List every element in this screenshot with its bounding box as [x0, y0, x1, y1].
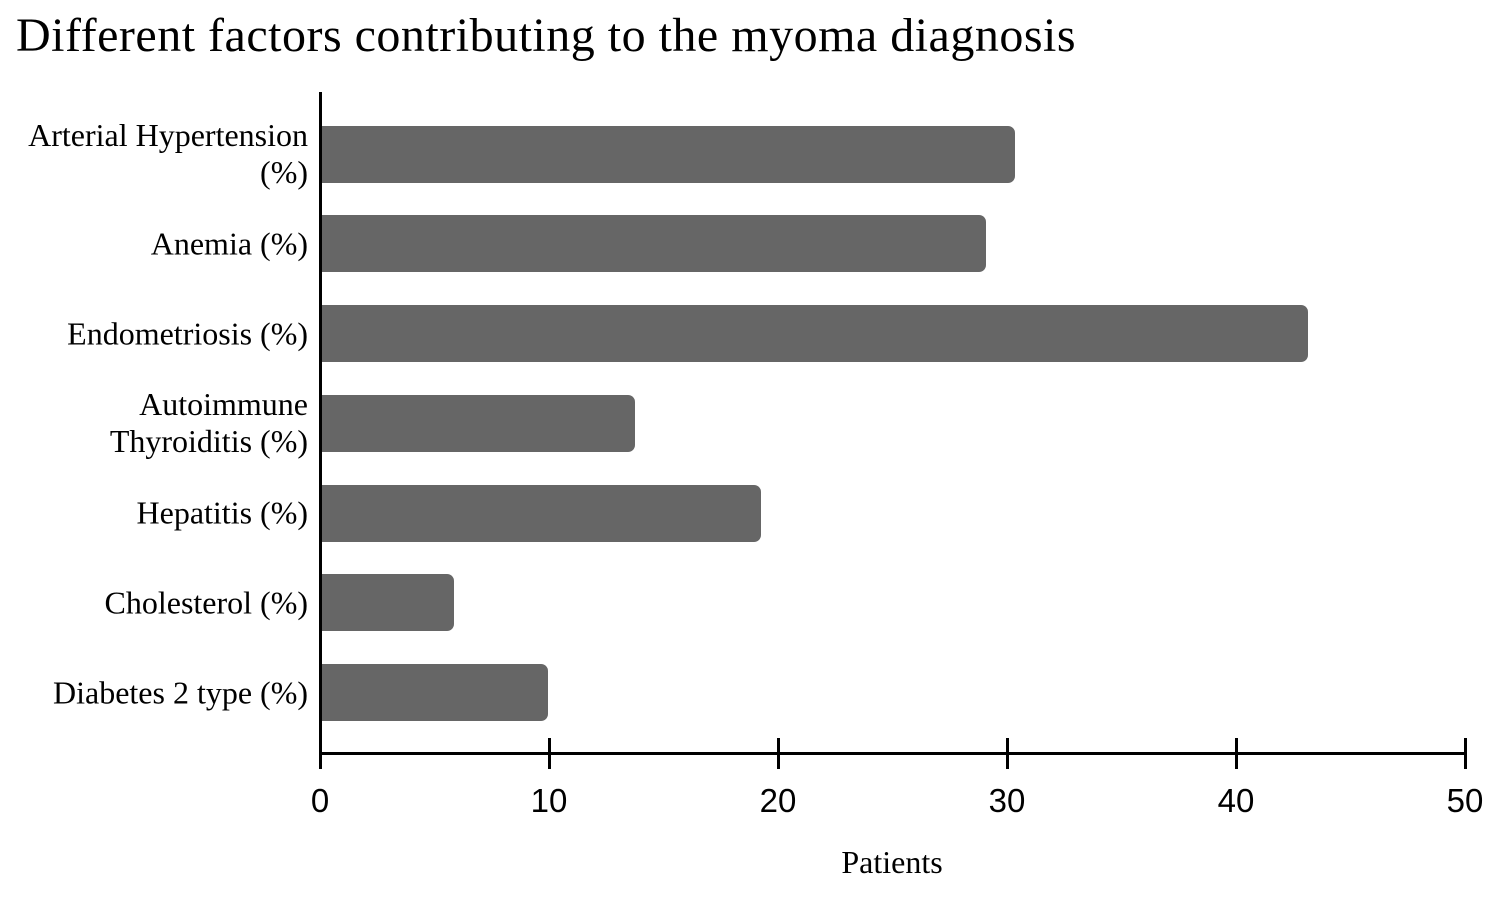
- x-tick-mark: [547, 738, 551, 769]
- x-tick-label: 50: [1446, 782, 1484, 819]
- x-axis-title: Patients: [841, 844, 943, 880]
- x-tick-label: 10: [530, 782, 568, 819]
- bar-anemia: [321, 215, 986, 273]
- chart-title: Different factors contributing to the my…: [16, 9, 1077, 62]
- x-tick-label: 20: [759, 782, 797, 819]
- bar-arterial-hypertension: [321, 125, 1016, 183]
- x-tick-label: 40: [1217, 782, 1255, 819]
- bar-endometriosis: [321, 305, 1309, 362]
- bar-autoimmune-thyroiditis: [321, 394, 636, 452]
- x-tick-mark: [1234, 738, 1238, 769]
- category-label: Cholesterol (%): [104, 584, 309, 621]
- category-label: Hepatitis (%): [136, 494, 309, 531]
- x-tick-label: 0: [310, 782, 330, 819]
- x-tick-label: 30: [988, 782, 1026, 819]
- category-label: Endometriosis (%): [67, 315, 308, 351]
- y-axis-line: [318, 92, 322, 768]
- x-tick-mark: [318, 738, 322, 769]
- category-label: Autoimmune Thyroiditis (%): [109, 386, 308, 460]
- x-tick-mark: [1463, 738, 1467, 769]
- x-tick-mark: [1005, 738, 1009, 769]
- x-tick-mark: [776, 738, 780, 769]
- category-label: Diabetes 2 type (%): [52, 674, 308, 710]
- bar-diabetes-2-type: [321, 664, 549, 721]
- bar-cholesterol: [321, 574, 455, 632]
- category-label: Anemia (%): [150, 225, 308, 262]
- bar-hepatitis: [321, 484, 762, 542]
- x-axis-line: [318, 751, 1467, 755]
- category-label: Arterial Hypertension (%): [28, 117, 308, 190]
